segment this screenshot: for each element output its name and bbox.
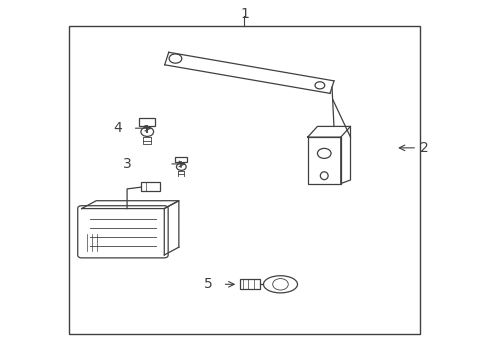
Text: 1: 1 [240,7,248,21]
Text: 2: 2 [419,141,428,155]
Bar [175,157,187,162]
Bar [139,118,155,126]
Bar [141,182,159,192]
Text: 3: 3 [123,157,132,171]
Text: 5: 5 [203,277,212,291]
Bar [239,279,260,289]
Bar [307,137,340,184]
Bar [69,26,419,334]
Text: 4: 4 [114,121,122,135]
